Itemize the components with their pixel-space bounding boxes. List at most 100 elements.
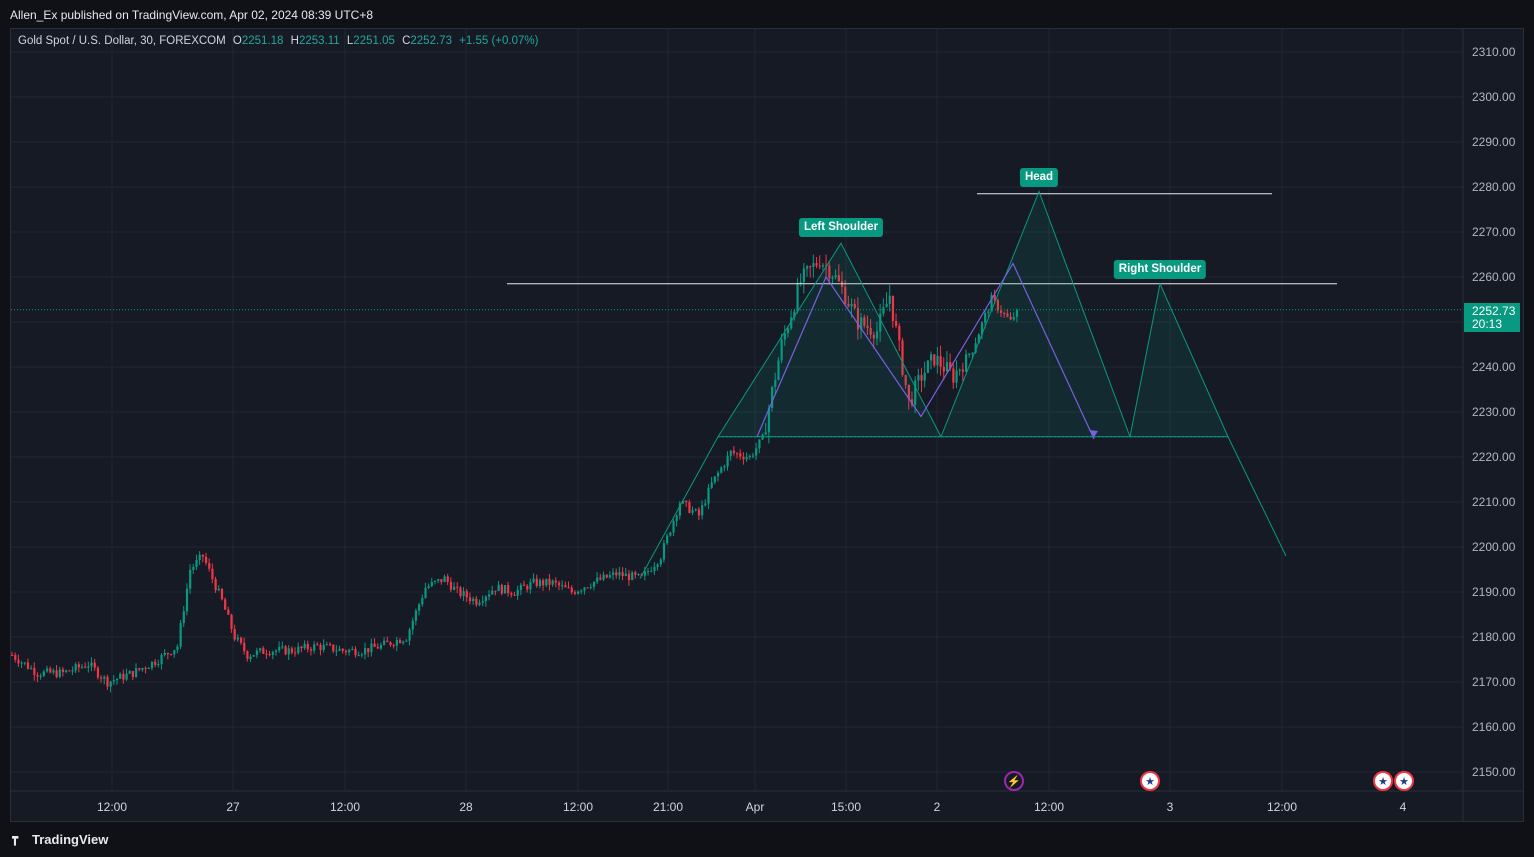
- candle-body: [583, 587, 586, 591]
- candle-body: [252, 655, 255, 657]
- candle-body: [163, 652, 166, 656]
- right-shoulder-label[interactable]: Right Shoulder: [1113, 260, 1207, 279]
- candle-body: [818, 265, 821, 267]
- chart-pane[interactable]: [10, 28, 1524, 822]
- candle-body: [930, 354, 933, 361]
- projected-path-arrowhead: [1089, 430, 1098, 437]
- low-label: L: [346, 35, 354, 47]
- candle-body: [863, 317, 866, 326]
- time-tick-label: 21:00: [652, 800, 684, 814]
- us-flag-icon[interactable]: ★: [1373, 771, 1393, 791]
- candle-body: [255, 650, 259, 656]
- candle-body: [1015, 309, 1019, 317]
- candle-body: [122, 673, 125, 680]
- candle-body: [812, 263, 815, 267]
- candle-body: [701, 505, 704, 516]
- us-flag-icon[interactable]: ★: [1394, 771, 1414, 791]
- candle-body: [389, 642, 392, 646]
- candle-body: [373, 643, 376, 647]
- candle-body: [325, 644, 329, 646]
- candle-body: [338, 648, 341, 651]
- candle-body: [786, 328, 790, 334]
- tradingview-logo[interactable]: TradingView: [12, 832, 108, 847]
- candle-body: [370, 643, 373, 653]
- candle-body: [138, 668, 141, 670]
- candle-body: [736, 453, 739, 455]
- candle-body: [141, 668, 144, 670]
- time-tick-label: 12:00: [1266, 800, 1298, 814]
- candle-body: [465, 591, 468, 598]
- candle-body: [949, 362, 952, 369]
- candle-body: [58, 669, 61, 677]
- candle-body: [675, 515, 678, 521]
- candle-body: [109, 681, 112, 687]
- candle-body: [1012, 316, 1015, 320]
- candle-body: [621, 572, 624, 577]
- candle-body: [80, 666, 84, 668]
- candle-body: [230, 614, 233, 630]
- candle-body: [710, 482, 713, 488]
- candle-body: [39, 675, 42, 677]
- candle-body: [55, 670, 58, 677]
- candle-body: [100, 677, 103, 679]
- candle-body: [77, 664, 80, 668]
- candle-body: [592, 581, 596, 587]
- candle-body: [844, 286, 847, 304]
- candle-body: [259, 648, 262, 651]
- candle-body: [910, 399, 914, 405]
- head-label[interactable]: Head: [1019, 168, 1059, 187]
- candle-body: [14, 655, 17, 660]
- time-tick-label: 3: [1166, 800, 1174, 814]
- candle-body: [65, 670, 68, 673]
- candle-body: [968, 353, 971, 355]
- candle-body: [303, 643, 306, 649]
- candle-body: [933, 354, 936, 366]
- right-shoulder-triangle: [1129, 282, 1229, 438]
- candle-body: [945, 362, 949, 372]
- us-flag-icon[interactable]: ★: [1140, 771, 1160, 791]
- candle-body: [608, 574, 612, 578]
- candle-body: [17, 659, 20, 664]
- candle-body: [774, 379, 777, 387]
- candle-body: [274, 650, 278, 652]
- candle-body: [154, 661, 157, 665]
- candle-body: [383, 640, 386, 645]
- candle-body: [220, 588, 224, 600]
- candle-body: [659, 559, 662, 565]
- candle-body: [815, 263, 818, 266]
- candle-body: [497, 584, 500, 591]
- candle-body: [395, 640, 398, 646]
- candle-body: [42, 671, 45, 676]
- candle-body: [74, 664, 77, 671]
- candle-body: [729, 450, 732, 456]
- lightning-event-icon[interactable]: ⚡: [1004, 771, 1024, 791]
- projected-path: [756, 262, 1095, 440]
- candle-body: [354, 648, 357, 656]
- low-value: 2251.05: [353, 35, 395, 47]
- candle-body: [526, 585, 529, 590]
- candle-body: [885, 303, 888, 308]
- left-shoulder-label[interactable]: Left Shoulder: [798, 218, 884, 237]
- candle-body: [201, 554, 204, 557]
- candle-body: [923, 372, 926, 381]
- candle-body: [694, 509, 697, 511]
- candle-body: [856, 308, 860, 330]
- symbol-legend[interactable]: Gold Spot / U.S. Dollar, 30, FOREXCOM O2…: [18, 35, 538, 47]
- candle-body: [806, 266, 809, 269]
- tradingview-logo-icon: [12, 835, 19, 846]
- symbol-name[interactable]: Gold Spot / U.S. Dollar, 30, FOREXCOM: [18, 35, 226, 47]
- candle-body: [93, 662, 96, 668]
- candle-body: [742, 456, 745, 460]
- candle-body: [691, 510, 694, 513]
- candle-body: [398, 640, 402, 644]
- candle-body: [236, 637, 239, 640]
- candle-body: [115, 678, 119, 681]
- candle-body: [313, 644, 316, 651]
- candle-body: [888, 295, 891, 304]
- candle-body: [204, 556, 208, 563]
- candle-body: [936, 355, 939, 366]
- time-tick-label: 4: [1399, 800, 1407, 814]
- candle-body: [872, 334, 875, 339]
- price-tick-label: 2260.00: [1472, 270, 1516, 284]
